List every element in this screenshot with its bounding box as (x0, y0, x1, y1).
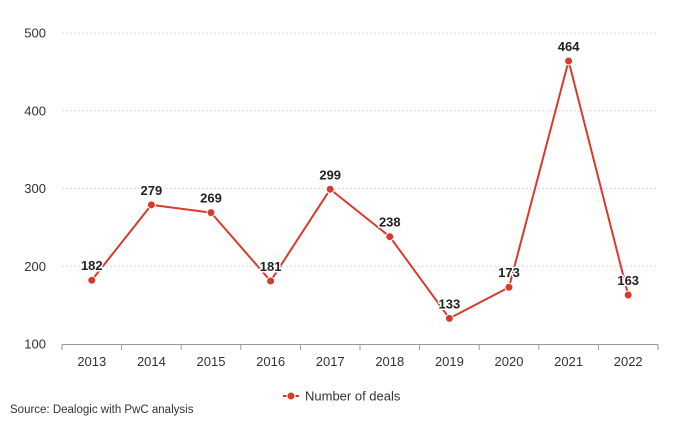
series-layer (87, 56, 633, 323)
data-label-2020: 173 (498, 265, 520, 280)
x-tick-label-2018: 2018 (375, 354, 404, 369)
legend-label: Number of deals (305, 389, 401, 404)
data-point-2016 (266, 276, 276, 286)
x-tick-label-2017: 2017 (316, 354, 345, 369)
grid-lines (62, 32, 658, 267)
legend[interactable]: Number of deals (283, 389, 401, 404)
data-label-2019: 133 (439, 296, 461, 311)
x-axis: 2013 2014 2015 2016 2017 2018 2019 2020 2021 2022 (61, 344, 659, 369)
data-point-2021 (564, 56, 574, 66)
y-tick-label-400: 400 (24, 103, 46, 118)
series-line-number-of-deals (91, 59, 630, 320)
data-point-2014 (146, 200, 156, 210)
x-tick-label-2016: 2016 (256, 354, 285, 369)
data-labels: 182 279 269 181 299 238 133 173 464 163 (79, 37, 640, 312)
x-tick-label-2015: 2015 (197, 354, 226, 369)
data-label-2022: 163 (617, 273, 639, 288)
y-tick-label-500: 500 (24, 26, 46, 41)
data-label-2017: 299 (319, 167, 341, 182)
y-tick-label-200: 200 (24, 259, 46, 274)
x-tick-label-2019: 2019 (435, 354, 464, 369)
y-tick-label-100: 100 (24, 337, 46, 352)
data-point-2017 (325, 184, 335, 194)
data-label-2015: 269 (200, 191, 222, 206)
legend-marker (286, 391, 296, 401)
data-label-2014: 279 (141, 183, 163, 198)
y-tick-label-300: 300 (24, 181, 46, 196)
data-point-2018 (385, 232, 395, 242)
data-point-2020 (504, 282, 514, 292)
x-tick-label-2020: 2020 (495, 354, 524, 369)
data-point-2022 (623, 290, 633, 300)
data-label-2018: 238 (379, 215, 401, 230)
x-tick-label-2022: 2022 (614, 354, 643, 369)
data-label-2013: 182 (81, 258, 103, 273)
data-label-2016: 181 (260, 259, 282, 274)
x-tick-label-2021: 2021 (554, 354, 583, 369)
data-label-2021: 464 (558, 39, 580, 54)
x-tick-label-2013: 2013 (77, 354, 106, 369)
data-point-2013 (87, 275, 97, 285)
data-point-2019 (444, 313, 454, 323)
data-point-2015 (206, 208, 216, 218)
x-tick-label-2014: 2014 (137, 354, 166, 369)
y-axis: 100 200 300 400 500 (24, 26, 46, 352)
source-note: Source: Dealogic with PwC analysis (10, 404, 194, 416)
